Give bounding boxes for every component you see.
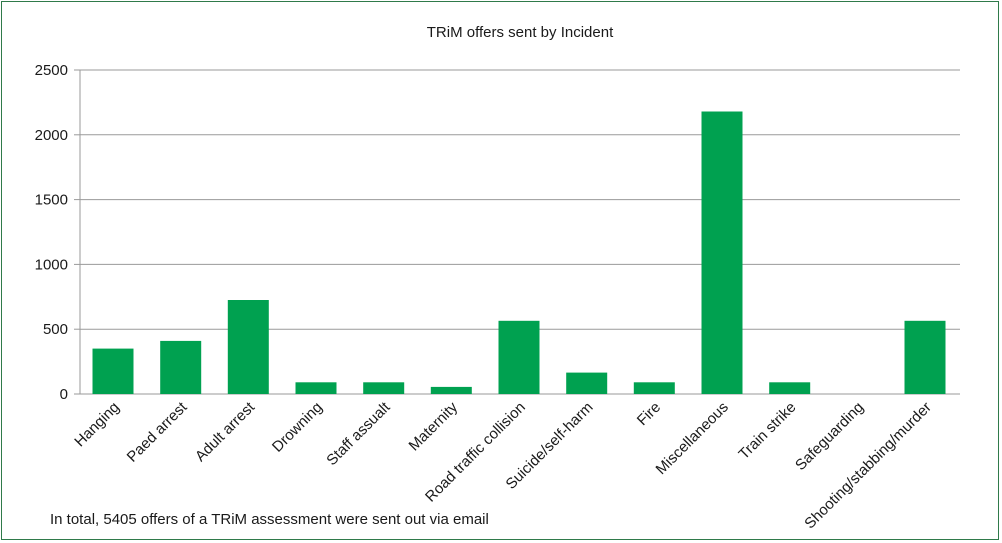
bar: [769, 382, 811, 394]
bars: [92, 111, 946, 394]
x-tick-label: Maternity: [406, 398, 462, 454]
bar: [633, 382, 675, 394]
y-tick-label: 0: [60, 386, 68, 403]
x-tick-label: Hanging: [71, 399, 123, 451]
bar: [363, 382, 405, 394]
chart-title: TRiM offers sent by Incident: [427, 24, 614, 41]
y-tick-label: 1000: [35, 256, 68, 273]
bar: [92, 348, 134, 394]
x-tick-label: Staff assualt: [323, 398, 394, 469]
y-tick-label: 1500: [35, 192, 68, 209]
bar: [227, 300, 269, 394]
bar: [566, 372, 608, 394]
chart-footnote: In total, 5405 offers of a TRiM assessme…: [50, 511, 489, 528]
x-tick-label: Paed arrest: [124, 398, 191, 465]
bar: [295, 382, 337, 394]
x-tick-label: Drowning: [269, 399, 326, 456]
x-tick-label: Train strike: [735, 399, 799, 463]
y-tick-label: 2000: [35, 127, 68, 144]
x-tick-label: Miscellaneous: [653, 399, 732, 478]
bar: [701, 111, 743, 394]
y-tick-label: 500: [43, 321, 68, 338]
x-tick-label: Fire: [634, 399, 664, 429]
y-axis-ticks: 0 500 1000 1500 2000 2500: [35, 62, 68, 403]
bar: [498, 320, 540, 394]
x-tick-label: Shooting/stabbing/murder: [801, 399, 934, 532]
bar: [904, 320, 946, 394]
bar: [160, 340, 202, 394]
gridlines: [74, 69, 960, 395]
x-tick-label: Safeguarding: [792, 399, 867, 474]
y-tick-label: 2500: [35, 62, 68, 79]
x-tick-label: Adult arrest: [192, 398, 259, 465]
bar: [430, 386, 472, 394]
